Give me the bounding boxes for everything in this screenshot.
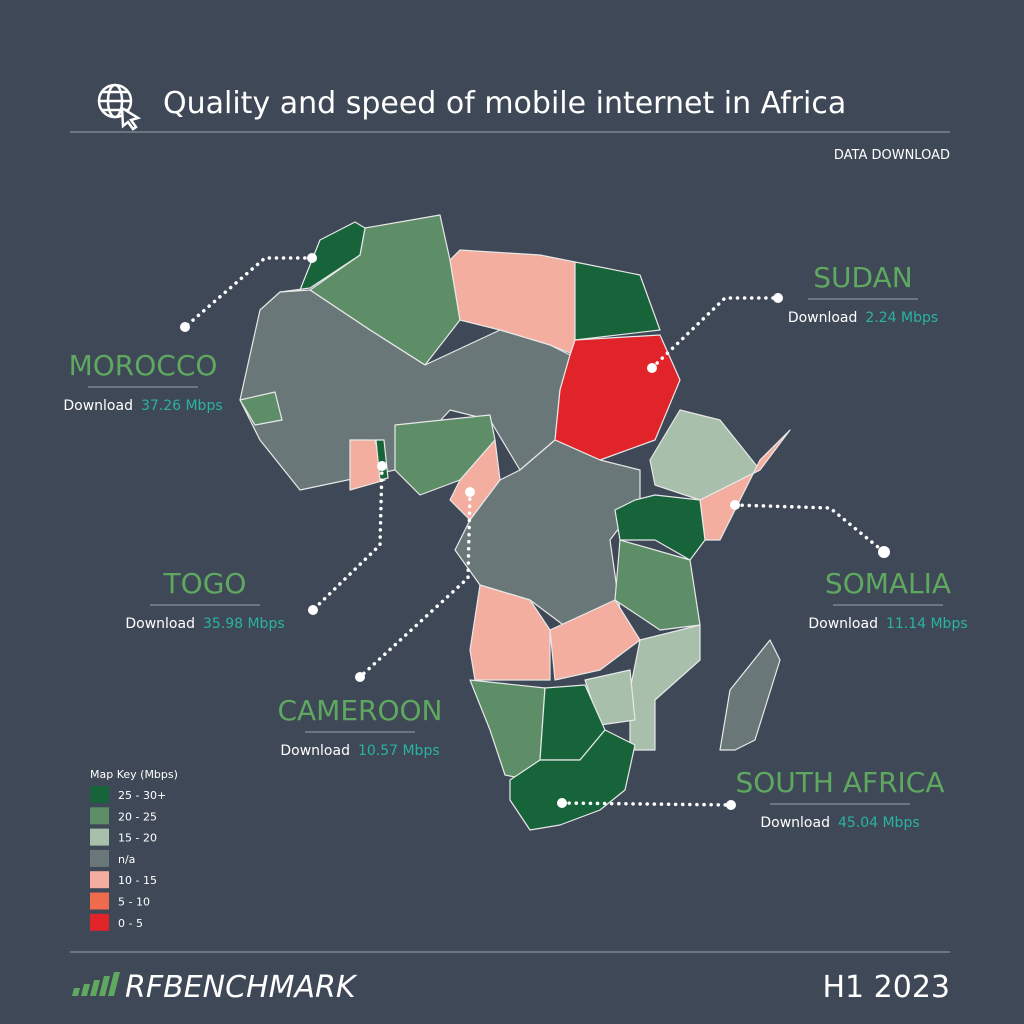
legend-swatch xyxy=(90,913,109,931)
country-name: SOMALIA xyxy=(825,567,951,600)
brand-logo xyxy=(72,972,120,996)
country xyxy=(279,221,366,293)
subtitle: DATA DOWNLOAD xyxy=(834,148,950,163)
legend-label: 10 - 15 xyxy=(118,874,157,887)
country xyxy=(549,599,641,681)
country xyxy=(574,261,661,341)
download-label: Download xyxy=(760,815,830,831)
country-name: SOUTH AFRICA xyxy=(735,766,944,799)
country-name: CAMEROON xyxy=(277,694,442,727)
download-speed: 37.26 Mbps xyxy=(141,398,223,414)
legend-swatch xyxy=(90,786,109,803)
legend-label: 0 - 5 xyxy=(118,917,143,930)
country-name: TOGO xyxy=(163,567,247,600)
period: H1 2023 xyxy=(822,970,950,1005)
download-label: Download xyxy=(280,743,350,759)
download-speed: 2.24 Mbps xyxy=(865,310,938,326)
callouts: MOROCCO Download 37.26 Mbps SUDAN Download 2.… xyxy=(63,261,967,831)
download-label: Download xyxy=(788,310,858,326)
country xyxy=(629,624,701,751)
download-label: Download xyxy=(63,398,133,414)
country xyxy=(239,391,283,426)
leader-lines xyxy=(180,253,890,810)
download-speed: 45.04 Mbps xyxy=(838,815,920,831)
legend-swatch xyxy=(90,807,109,825)
legend-label: 5 - 10 xyxy=(118,896,150,909)
legend-swatch xyxy=(90,892,109,910)
download-label: Download xyxy=(125,616,195,632)
country xyxy=(614,539,701,631)
country xyxy=(469,584,551,681)
download-speed: 10.57 Mbps xyxy=(358,743,440,759)
legend-label: 15 - 20 xyxy=(118,832,157,845)
country-name: MOROCCO xyxy=(69,349,218,382)
legend-swatch xyxy=(90,849,109,867)
legend-swatch xyxy=(90,871,109,889)
legend-label: 20 - 25 xyxy=(118,810,157,823)
brand: RFBENCHMARK xyxy=(125,970,358,1005)
country xyxy=(719,639,781,751)
download-label: Download xyxy=(808,616,878,632)
download-speed: 35.98 Mbps xyxy=(203,616,285,632)
legend: Map Key (Mbps) 25 - 30+ 20 - 25 15 - 20 n/a… xyxy=(90,768,178,931)
legend-label: n/a xyxy=(118,853,135,866)
legend-label: 25 - 30+ xyxy=(118,789,166,802)
country xyxy=(614,494,706,561)
country xyxy=(349,439,386,491)
legend-swatch xyxy=(90,828,109,846)
globe-icon xyxy=(97,83,142,131)
africa-map xyxy=(239,214,791,831)
legend-title: Map Key (Mbps) xyxy=(90,768,178,781)
download-speed: 11.14 Mbps xyxy=(886,616,968,632)
title: Quality and speed of mobile internet in … xyxy=(163,86,846,121)
country-name: SUDAN xyxy=(813,261,912,294)
